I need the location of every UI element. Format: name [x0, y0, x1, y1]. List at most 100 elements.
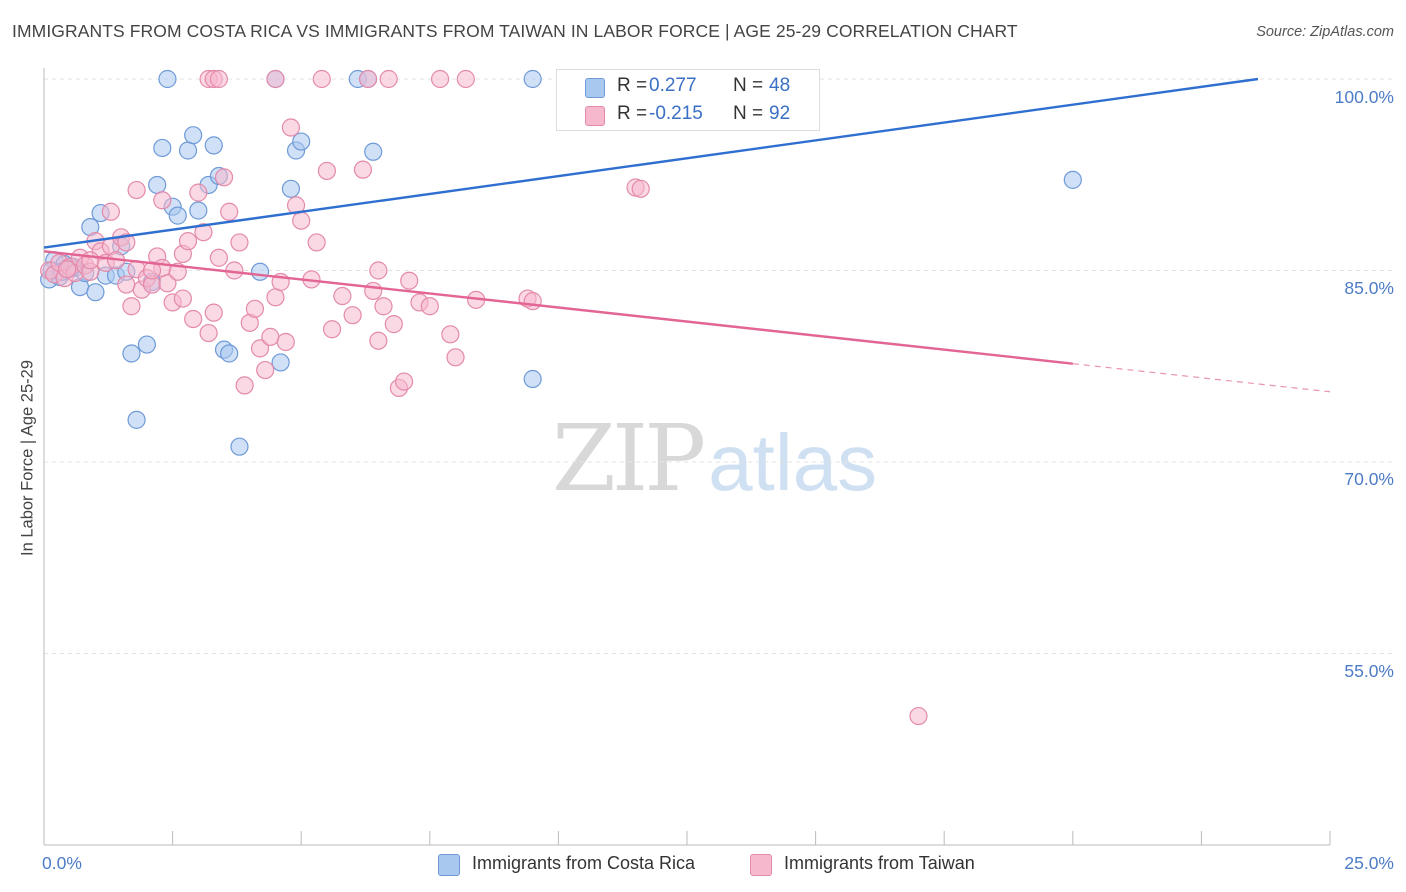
point-taiwan	[441, 325, 460, 344]
point-taiwan	[184, 309, 203, 329]
point-taiwan	[261, 327, 280, 346]
point-taiwan	[292, 211, 311, 230]
point-taiwan	[220, 202, 239, 221]
point-costa-rica	[250, 262, 270, 281]
point-costa-rica	[178, 141, 198, 160]
y-tick-label: 70.0%	[1344, 469, 1394, 489]
point-taiwan	[245, 299, 265, 318]
point-costa-rica	[523, 369, 542, 389]
x-tick-label-min: 0.0%	[42, 853, 82, 873]
point-taiwan	[250, 339, 270, 358]
point-taiwan	[446, 348, 465, 367]
source-credit: Source: ZipAtlas.com	[1256, 24, 1394, 40]
trendline-costa-rica	[43, 77, 1259, 249]
point-costa-rica	[271, 353, 290, 372]
point-taiwan	[333, 286, 352, 306]
point-taiwan	[266, 288, 285, 307]
point-taiwan	[276, 332, 295, 352]
point-taiwan	[430, 69, 450, 89]
point-taiwan	[117, 233, 136, 252]
point-costa-rica	[184, 126, 203, 145]
point-taiwan	[230, 233, 249, 252]
point-costa-rica	[220, 344, 239, 363]
stats-row-taiwan: R = -0.215 N = 92	[557, 101, 819, 129]
point-taiwan	[369, 261, 388, 280]
x-tick-label-max: 25.0%	[1344, 853, 1394, 873]
point-costa-rica	[86, 283, 105, 302]
point-taiwan	[909, 706, 928, 726]
point-taiwan	[353, 160, 373, 179]
blue-swatch	[585, 78, 605, 98]
legend-label: Immigrants from Taiwan	[784, 853, 975, 873]
point-costa-rica	[281, 179, 301, 198]
point-costa-rica	[148, 175, 167, 195]
point-taiwan	[523, 292, 542, 311]
legend-label: Immigrants from Costa Rica	[472, 853, 696, 873]
point-taiwan	[158, 274, 177, 293]
point-costa-rica	[292, 132, 311, 151]
trendline-taiwan	[43, 250, 1073, 365]
point-taiwan	[58, 260, 77, 279]
stats-row-costa-rica: R = 0.277 N = 48	[557, 73, 819, 101]
point-costa-rica	[158, 69, 177, 89]
point-taiwan	[420, 297, 439, 316]
point-taiwan	[400, 271, 419, 290]
trendline-extension-taiwan	[1072, 363, 1331, 393]
point-taiwan	[117, 275, 136, 294]
point-costa-rica	[364, 142, 383, 161]
point-taiwan	[369, 331, 388, 350]
point-taiwan	[178, 232, 198, 251]
point-taiwan	[81, 251, 100, 270]
point-taiwan	[312, 69, 331, 89]
point-taiwan	[379, 69, 398, 89]
point-taiwan	[214, 168, 234, 187]
pink-swatch	[585, 106, 605, 126]
point-taiwan	[394, 372, 414, 391]
point-taiwan	[317, 161, 337, 181]
point-taiwan	[127, 180, 146, 200]
point-costa-rica	[1063, 170, 1082, 189]
point-costa-rica	[204, 136, 223, 155]
point-taiwan	[343, 306, 362, 325]
point-costa-rica	[153, 138, 172, 158]
point-taiwan	[384, 315, 403, 334]
point-taiwan	[199, 323, 218, 343]
pink-swatch	[750, 854, 772, 876]
point-taiwan	[358, 69, 378, 89]
n-label: N =	[733, 75, 764, 96]
point-taiwan	[456, 69, 475, 89]
r-value: 0.277	[649, 75, 697, 96]
point-taiwan	[189, 183, 208, 202]
point-taiwan	[204, 303, 223, 322]
point-costa-rica	[189, 201, 208, 220]
point-costa-rica	[168, 206, 187, 225]
point-taiwan	[194, 223, 213, 242]
point-taiwan	[101, 202, 120, 221]
point-costa-rica	[127, 410, 146, 429]
point-taiwan	[364, 281, 383, 301]
point-taiwan	[209, 248, 228, 267]
point-taiwan	[266, 69, 285, 89]
point-costa-rica	[122, 344, 141, 363]
point-taiwan	[122, 297, 141, 316]
point-taiwan	[322, 320, 342, 339]
point-costa-rica	[230, 437, 249, 456]
n-value: 48	[769, 75, 791, 96]
correlation-stats-box: R = 0.277 N = 48 R = -0.215 N = 92	[556, 69, 820, 131]
point-costa-rica	[137, 335, 156, 354]
n-value: 92	[769, 103, 791, 124]
y-tick-label: 55.0%	[1344, 661, 1394, 681]
point-taiwan	[235, 376, 254, 395]
r-label: R =	[617, 103, 648, 124]
y-tick-label: 85.0%	[1344, 278, 1394, 298]
point-taiwan	[374, 297, 393, 316]
r-label: R =	[617, 75, 648, 96]
y-tick-label: 100.0%	[1334, 87, 1394, 107]
point-taiwan	[631, 179, 650, 198]
n-label: N =	[733, 103, 764, 124]
blue-swatch	[438, 854, 460, 876]
point-taiwan	[153, 191, 172, 210]
point-taiwan	[307, 233, 326, 252]
point-taiwan	[256, 360, 275, 380]
